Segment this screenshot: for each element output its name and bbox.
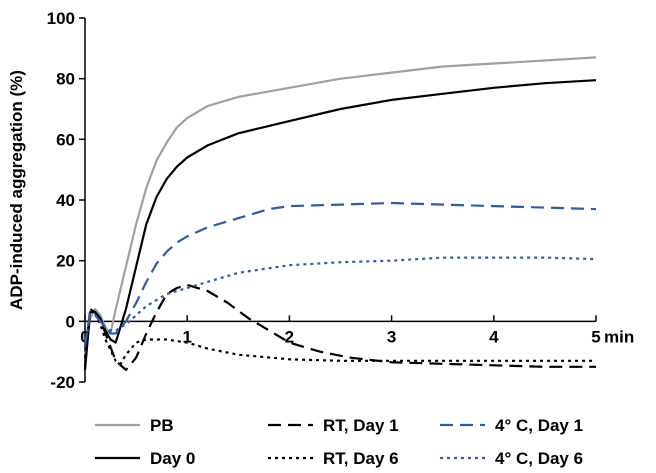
x-tick-label: 4 [489,327,499,346]
series-line-day-0 [83,79,597,370]
series-layer [83,56,597,371]
y-tick-label: 0 [66,312,75,331]
x-tick-label: 0 [80,327,89,346]
y-tick-label: 100 [47,9,75,28]
x-tick-label: 3 [387,327,396,346]
y-tick-label: 40 [56,191,75,210]
series-line-pb [83,56,597,358]
series-line-4-c-day-6 [83,256,597,346]
legend: PB Day 0 RT, Day 1 RT, Day 6 4° C, Day 1 4° C… [95,416,583,468]
x-tick-label: 5 [591,327,600,346]
y-tick-label: 80 [56,70,75,89]
series-line-rt-day-6 [83,308,596,365]
y-tick-label: 20 [56,252,75,271]
legend-label-pb: PB [150,416,174,435]
x-axis-unit-label: min [604,327,634,346]
legend-label-4-c-day-1: 4° C, Day 1 [495,416,583,435]
series-line-4-c-day-1 [83,201,597,346]
y-ticks: -20 0 20 40 60 80 100 [47,9,85,392]
x-tick-label: 1 [182,327,191,346]
x-ticks: 0 1 2 3 4 5 [80,315,601,346]
y-tick-label: 60 [56,130,75,149]
legend-label-rt-day-6: RT, Day 6 [323,449,399,468]
axes [84,18,596,382]
x-tick-label: 2 [285,327,294,346]
legend-label-day-0: Day 0 [150,449,195,468]
legend-label-4-c-day-6: 4° C, Day 6 [495,449,583,468]
y-axis-title: ADP-induced aggregation (%) [7,70,26,310]
y-tick-label: -20 [50,373,75,392]
legend-label-rt-day-1: RT, Day 1 [323,416,399,435]
series-line-rt-day-1 [83,283,596,371]
